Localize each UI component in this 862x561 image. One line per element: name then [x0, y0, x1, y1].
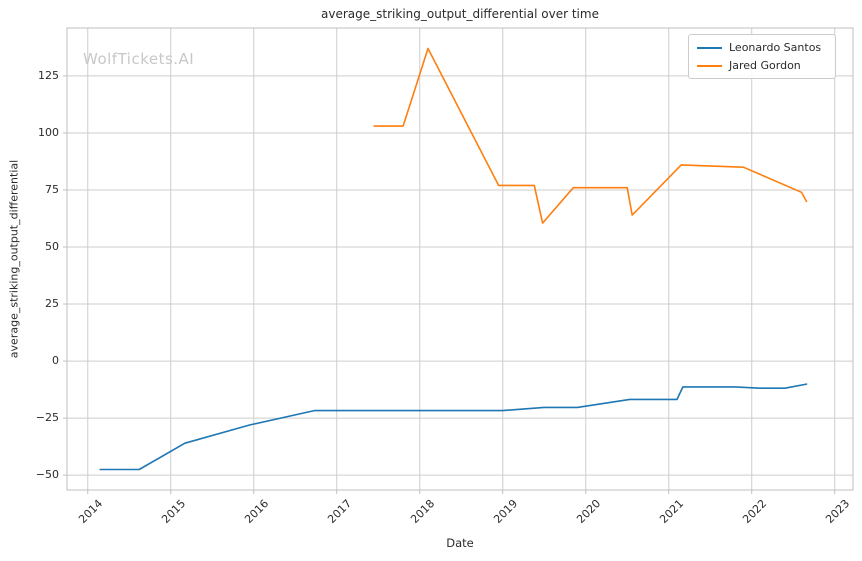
chart-title: average_striking_output_differential ove… — [321, 7, 599, 21]
plot-border — [66, 27, 854, 491]
y-tick-label: 100 — [38, 125, 59, 139]
legend-line-sample — [697, 64, 722, 67]
legend: Leonardo Santos Jared Gordon — [688, 34, 836, 79]
y-tick-label: 25 — [45, 297, 59, 311]
y-tick-label: 0 — [52, 354, 59, 368]
legend-line-sample — [697, 46, 722, 49]
legend-label: Jared Gordon — [729, 59, 801, 72]
series-line-leonardo-santos — [99, 383, 808, 471]
y-tick-label: −25 — [35, 411, 59, 425]
watermark: WolfTickets.AI — [83, 50, 195, 68]
y-tick-label: 75 — [45, 182, 59, 196]
x-axis-label: Date — [446, 536, 474, 550]
y-tick-label: 125 — [38, 68, 59, 82]
y-tick-label: −50 — [35, 468, 59, 482]
series-line-jared-gordon — [373, 47, 808, 224]
legend-label: Leonardo Santos — [729, 41, 822, 54]
y-tick-label: 50 — [45, 240, 59, 254]
legend-item-jared-gordon: Jared Gordon — [697, 59, 827, 72]
legend-item-leonardo-santos: Leonardo Santos — [697, 41, 827, 54]
